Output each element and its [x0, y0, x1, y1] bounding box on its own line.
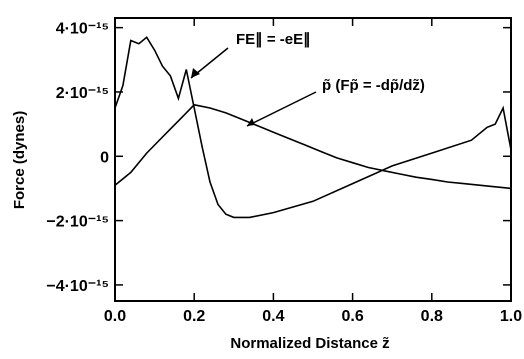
series-layer [114, 36, 512, 219]
x-axis-title: Normalized Distance z̃ [230, 335, 389, 352]
y-axis-title: Force (dynes) [11, 111, 28, 209]
annotation-fe-arrowhead [191, 68, 200, 78]
series-line-f-p [114, 103, 512, 190]
x-tick-label: 0.8 [421, 308, 443, 325]
series-line-f-e [114, 36, 512, 219]
annotation-fp: p̃ (Fp̃ = -dp̃/dz̃) [322, 77, 425, 94]
annotation-fe: FE∥ = -eE∥ [236, 31, 311, 48]
y-tick-label: 0 [100, 149, 109, 166]
annotation-fp-arrow [246, 91, 317, 127]
x-tick-label: 0.2 [183, 308, 205, 325]
y-tick-label: −4·10⁻¹⁵ [46, 278, 109, 295]
x-tick-label: 1.0 [500, 308, 522, 325]
plot-frame [114, 17, 512, 302]
y-tick-label: 4·10⁻¹⁵ [56, 21, 109, 38]
x-tick-label: 0.4 [262, 308, 284, 325]
annotation-fp-arrowhead [247, 118, 255, 126]
x-tick-label: 0.0 [104, 308, 126, 325]
y-tick-label: −2·10⁻¹⁵ [46, 214, 109, 231]
y-tick-label: 2·10⁻¹⁵ [56, 85, 109, 102]
x-tick-label: 0.6 [341, 308, 363, 325]
ticks-layer: 0.0 0.2 0.4 0.6 0.8 1.0 4·10⁻¹⁵ 2·10⁻¹⁵ 0 −2·10⁻¹… [46, 18, 522, 325]
